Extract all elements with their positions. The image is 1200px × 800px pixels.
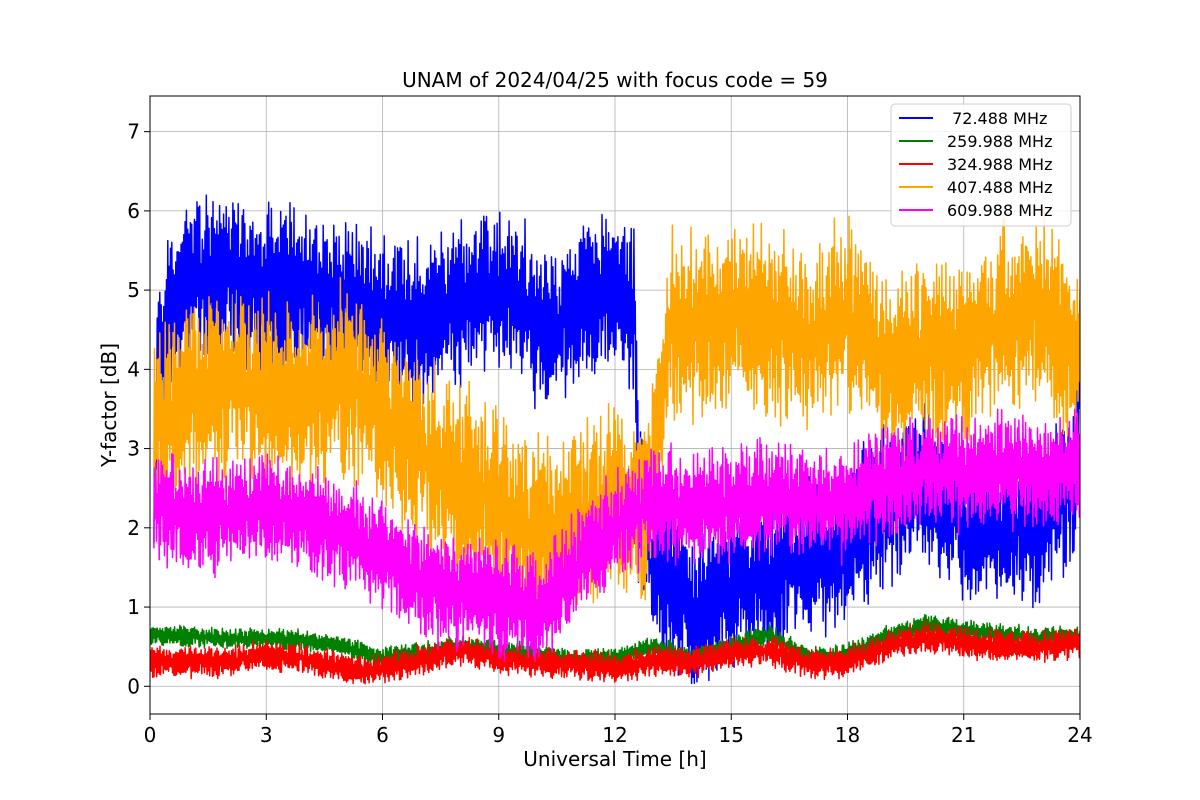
legend-entry-1: 259.988 MHz (947, 132, 1052, 151)
y-tick-label: 4 (127, 357, 140, 381)
chart-title: UNAM of 2024/04/25 with focus code = 59 (402, 68, 828, 92)
legend-entry-0: 72.488 MHz (947, 109, 1047, 128)
x-axis: 0 3 6 9 12 15 18 21 24 (144, 714, 1093, 747)
y-tick-label: 3 (127, 437, 140, 461)
series-line-4 (153, 408, 1080, 663)
series-line-3 (153, 206, 1080, 622)
x-tick-label: 3 (260, 723, 273, 747)
legend-entry-4: 609.988 MHz (947, 201, 1052, 220)
legend: 72.488 MHz 259.988 MHz 324.988 MHz 407.488 … (890, 103, 1072, 227)
y-axis: 0 1 2 3 4 5 6 7 (127, 120, 150, 698)
x-tick-label: 0 (144, 723, 157, 747)
y-tick-label: 5 (127, 278, 140, 302)
x-tick-label: 18 (835, 723, 860, 747)
y-tick-label: 6 (127, 199, 140, 223)
legend-entry-2: 324.988 MHz (947, 155, 1052, 174)
y-axis-label: Y-factor [dB] (97, 343, 121, 468)
legend-entry-3: 407.488 MHz (947, 178, 1052, 197)
y-tick-label: 2 (127, 516, 140, 540)
x-axis-label: Universal Time [h] (523, 747, 706, 771)
y-tick-label: 1 (127, 595, 140, 619)
x-tick-label: 9 (492, 723, 505, 747)
x-tick-label: 12 (602, 723, 627, 747)
y-tick-label: 7 (127, 120, 140, 144)
x-tick-label: 24 (1067, 723, 1092, 747)
x-tick-label: 21 (951, 723, 976, 747)
x-tick-label: 6 (376, 723, 389, 747)
series-layer (150, 194, 1080, 685)
series-line-2 (150, 620, 1080, 685)
legend-box (890, 103, 1072, 227)
x-tick-label: 15 (719, 723, 744, 747)
y-tick-label: 0 (127, 674, 140, 698)
